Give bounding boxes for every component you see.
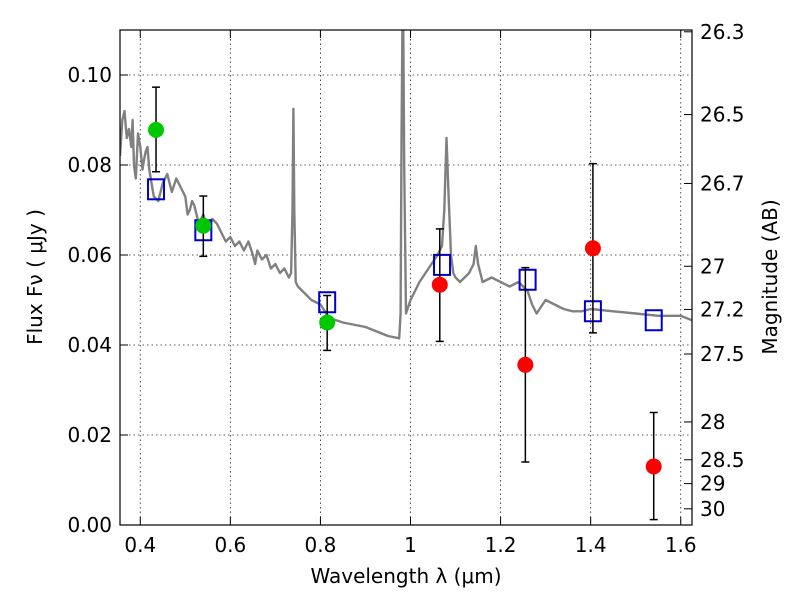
x-tick-label: 0.4 (124, 533, 156, 557)
red-data-point (645, 458, 662, 475)
x-axis-title: Wavelength λ (μm) (310, 564, 501, 588)
x-tick-label: 1.6 (665, 533, 697, 557)
right-tick-label: 28 (700, 410, 725, 434)
x-tick-label: 1 (404, 533, 417, 557)
plot-area (120, 30, 692, 521)
x-tick-label: 0.8 (305, 533, 337, 557)
y-tick-label: 0.04 (67, 333, 112, 357)
right-tick-label: 26.5 (700, 103, 745, 127)
model-photometry-marker (518, 268, 537, 291)
green-data-point (195, 217, 212, 234)
right-tick-label: 27 (700, 254, 725, 278)
right-tick-label: 28.5 (700, 448, 745, 472)
right-axis-title: Magnitude (AB) (758, 199, 782, 354)
model-photometry-marker (147, 178, 166, 201)
right-tick-label: 27.5 (700, 342, 745, 366)
red-data-point (584, 240, 601, 257)
y-tick-label: 0.08 (67, 153, 112, 177)
red-data-point (431, 276, 448, 293)
x-tick-label: 0.6 (214, 533, 246, 557)
green-data-point (319, 314, 336, 331)
ticks: 0.4 0.6 0.8 1 1.2 1.4 1.6 0.00 0.02 0.04 0.06 0.08 0… (67, 20, 744, 557)
x-tick-label: 1.4 (575, 533, 607, 557)
model-photometry-marker (644, 309, 663, 332)
x-tick-label: 1.2 (485, 533, 517, 557)
y-axis-title: Flux Fν ( μJy ) (23, 209, 47, 345)
red-data-point (517, 356, 534, 373)
right-tick-label: 30 (700, 497, 725, 521)
y-tick-label: 0.00 (67, 513, 112, 537)
green-data-point (148, 121, 165, 138)
series-layer (120, 30, 692, 521)
y-tick-label: 0.10 (67, 63, 112, 87)
right-tick-label: 27.2 (700, 297, 745, 321)
right-tick-label: 26.7 (700, 171, 745, 195)
right-tick-label: 26.3 (700, 20, 745, 44)
model-photometry-marker (433, 253, 452, 276)
right-tick-label: 29 (700, 472, 725, 496)
y-tick-label: 0.06 (67, 243, 112, 267)
plot-frame (119, 29, 693, 526)
y-tick-label: 0.02 (67, 423, 112, 447)
